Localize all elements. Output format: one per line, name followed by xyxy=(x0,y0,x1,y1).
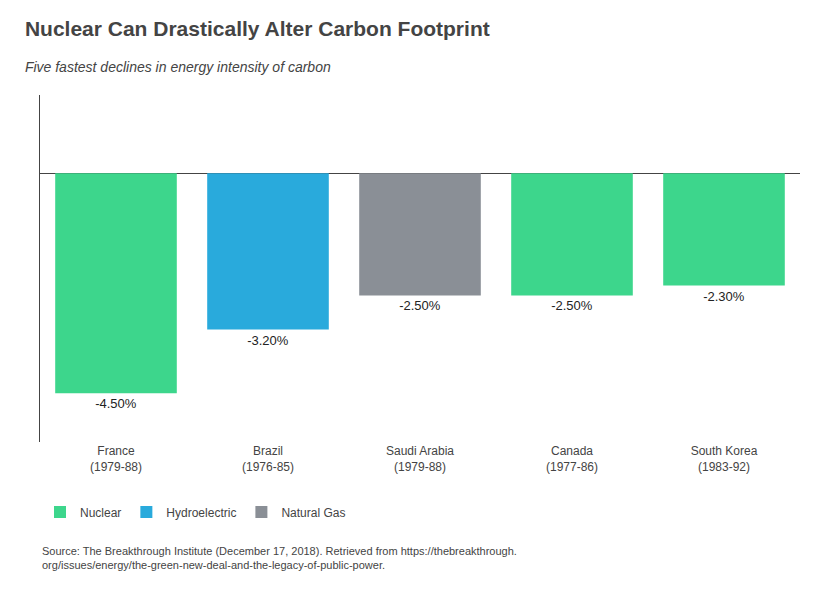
svg-text:-2.30%: -2.30% xyxy=(703,289,745,304)
svg-text:Hydroelectric: Hydroelectric xyxy=(166,506,236,520)
svg-text:Saudi Arabia(1979-88): Saudi Arabia(1979-88) xyxy=(386,444,454,474)
svg-text:-2.50%: -2.50% xyxy=(399,298,441,313)
svg-text:Canada(1977-86): Canada(1977-86) xyxy=(546,444,598,474)
svg-text:Nuclear: Nuclear xyxy=(80,506,121,520)
svg-text:Natural Gas: Natural Gas xyxy=(281,506,345,520)
svg-text:-3.20%: -3.20% xyxy=(247,333,289,348)
svg-text:France(1979-88): France(1979-88) xyxy=(90,444,142,474)
svg-text:Source: The Breakthrough Insti: Source: The Breakthrough Institute (Dece… xyxy=(42,545,517,571)
svg-text:Brazil(1976-85): Brazil(1976-85) xyxy=(242,444,294,474)
svg-text:Five fastest declines in energ: Five fastest declines in energy intensit… xyxy=(25,59,331,75)
svg-text:South Korea(1983-92): South Korea(1983-92) xyxy=(691,444,758,474)
svg-text:Nuclear Can Drastically Alter: Nuclear Can Drastically Alter Carbon Foo… xyxy=(25,17,490,40)
svg-text:-4.50%: -4.50% xyxy=(95,396,137,411)
svg-text:-2.50%: -2.50% xyxy=(551,298,593,313)
